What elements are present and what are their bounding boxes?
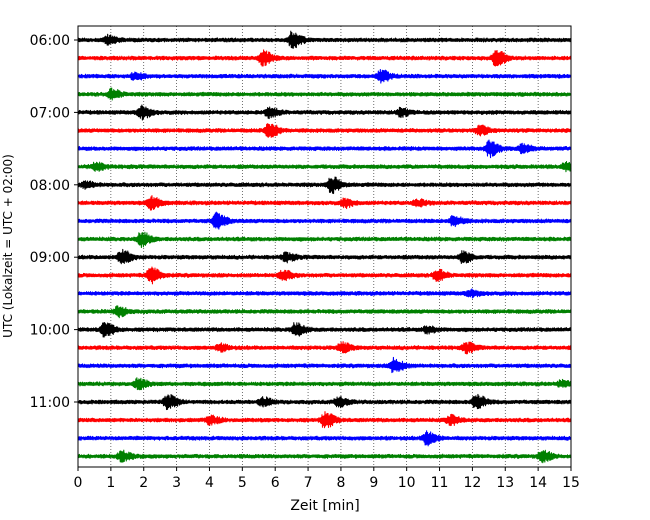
x-tick-label: 15 bbox=[562, 475, 580, 491]
trace-0645 bbox=[77, 87, 572, 101]
seismogram-traces bbox=[77, 30, 572, 464]
trace-0930 bbox=[77, 288, 572, 299]
trace-1145 bbox=[77, 449, 572, 464]
x-tick-label: 5 bbox=[238, 475, 247, 491]
axis-ticks: 0 1 2 3 4 5 6 7 8 9 10 11 12 13 14 1506:0007:0008:0009:… bbox=[30, 33, 580, 491]
x-axis-label: Zeit [min] bbox=[290, 498, 359, 514]
trace-0915 bbox=[77, 266, 572, 285]
trace-0900 bbox=[77, 248, 572, 265]
y-tick-label: 10:00 bbox=[30, 323, 70, 339]
x-tick-label: 8 bbox=[336, 475, 345, 491]
x-tick-label: 2 bbox=[139, 475, 148, 491]
trace-1015 bbox=[77, 341, 572, 355]
y-tick-label: 08:00 bbox=[30, 178, 70, 194]
trace-1115 bbox=[77, 411, 572, 429]
x-tick-label: 12 bbox=[463, 475, 481, 491]
x-tick-label: 11 bbox=[431, 475, 449, 491]
y-axis-label: UTC (Lokalzeit = UTC + 02:00) bbox=[1, 154, 15, 338]
x-tick-label: 7 bbox=[304, 475, 313, 491]
trace-0830 bbox=[77, 211, 572, 230]
plot-frame bbox=[77, 25, 572, 468]
x-tick-label: 9 bbox=[369, 475, 378, 491]
x-tick-label: 4 bbox=[205, 475, 214, 491]
trace-1100 bbox=[77, 393, 572, 411]
x-tick-label: 1 bbox=[106, 475, 115, 491]
trace-0630 bbox=[77, 68, 572, 84]
x-tick-label: 3 bbox=[172, 475, 181, 491]
trace-0800 bbox=[77, 176, 572, 195]
trace-0700 bbox=[77, 104, 572, 121]
trace-0615 bbox=[77, 49, 572, 67]
y-tick-label: 07:00 bbox=[30, 105, 70, 121]
trace-0600 bbox=[77, 30, 572, 49]
trace-0730 bbox=[77, 139, 572, 159]
trace-1030 bbox=[77, 356, 572, 374]
trace-1130 bbox=[77, 430, 572, 447]
trace-0715 bbox=[77, 123, 572, 138]
trace-0845 bbox=[77, 231, 572, 249]
y-tick-label: 09:00 bbox=[30, 250, 70, 266]
trace-0745 bbox=[77, 161, 572, 173]
y-tick-label: 06:00 bbox=[30, 33, 70, 49]
x-tick-label: 10 bbox=[398, 475, 416, 491]
y-tick-label: 11:00 bbox=[30, 395, 70, 411]
x-tick-label: 6 bbox=[271, 475, 280, 491]
trace-1000 bbox=[77, 322, 572, 338]
x-tick-label: 13 bbox=[496, 475, 514, 491]
trace-0945 bbox=[77, 305, 572, 319]
trace-1045 bbox=[77, 377, 572, 391]
trace-0815 bbox=[77, 195, 572, 211]
x-tick-label: 0 bbox=[74, 475, 83, 491]
x-tick-label: 14 bbox=[529, 475, 547, 491]
